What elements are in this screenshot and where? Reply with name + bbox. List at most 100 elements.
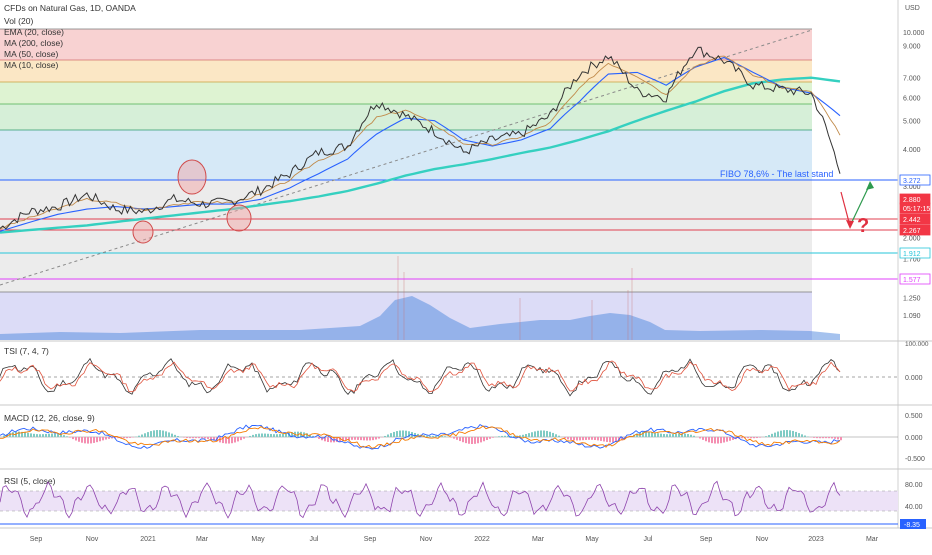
macd-bar bbox=[138, 436, 140, 437]
macd-bar bbox=[243, 437, 245, 439]
macd-bar bbox=[480, 437, 482, 442]
fibo-annotation: FIBO 78,6% - The last stand bbox=[720, 169, 833, 179]
question-mark: ? bbox=[857, 215, 869, 237]
macd-bar bbox=[576, 437, 578, 440]
macd-bar bbox=[42, 434, 44, 437]
macd-bar bbox=[663, 434, 665, 437]
macd-bar bbox=[813, 437, 815, 438]
svg-text:2.442: 2.442 bbox=[903, 217, 921, 224]
legend-ma200[interactable]: MA (200, close) bbox=[4, 38, 63, 48]
tsi-title: TSI (7, 4, 7) bbox=[4, 346, 49, 356]
rsi-tick: 40.00 bbox=[905, 504, 923, 511]
price-badge: 2.442 bbox=[900, 214, 930, 224]
macd-bar bbox=[741, 437, 743, 438]
legend-vol[interactable]: Vol (20) bbox=[4, 16, 33, 26]
macd-bar bbox=[552, 433, 554, 437]
price-tick: 6.000 bbox=[903, 95, 921, 102]
rsi-pane[interactable]: RSI (5, close) 80.00 40.00 -8.35 bbox=[0, 476, 926, 529]
fib-zone-blue bbox=[0, 130, 812, 180]
price-badge: 2.880 bbox=[900, 194, 930, 204]
macd-tick: -0.500 bbox=[905, 456, 925, 463]
price-tick: 7.000 bbox=[903, 76, 921, 83]
time-tick: Jul bbox=[644, 536, 653, 543]
macd-bar bbox=[276, 434, 278, 437]
macd-bar bbox=[186, 437, 188, 438]
macd-bar bbox=[387, 435, 389, 437]
macd-pane[interactable]: MACD (12, 26, close, 9) 0.500 0.000 -0.5… bbox=[0, 413, 925, 463]
macd-bar bbox=[84, 437, 86, 443]
macd-bar bbox=[501, 436, 503, 437]
macd-bar bbox=[159, 430, 161, 437]
svg-text:05:17:15: 05:17:15 bbox=[903, 206, 930, 213]
macd-bar bbox=[123, 437, 125, 438]
macd-bar bbox=[192, 437, 194, 438]
macd-bar bbox=[600, 437, 602, 441]
macd-bar bbox=[483, 437, 485, 441]
macd-bar bbox=[129, 437, 131, 438]
circle-marker bbox=[178, 160, 206, 194]
macd-bar bbox=[534, 431, 536, 437]
macd-bar bbox=[426, 436, 428, 437]
fib-zone-gray bbox=[0, 180, 812, 292]
macd-bar bbox=[612, 437, 614, 442]
macd-bar bbox=[102, 437, 104, 440]
legend-ma10[interactable]: MA (10, close) bbox=[4, 60, 58, 70]
tsi-signal-line[interactable] bbox=[0, 361, 840, 392]
legend-title: CFDs on Natural Gas, 1D, OANDA bbox=[4, 3, 136, 13]
macd-bar bbox=[705, 437, 707, 441]
macd-bar bbox=[405, 431, 407, 437]
macd-bar bbox=[771, 434, 773, 437]
time-tick: 2023 bbox=[808, 536, 824, 543]
macd-bar bbox=[165, 431, 167, 437]
macd-bar bbox=[825, 437, 827, 438]
macd-bar bbox=[690, 435, 692, 437]
macd-bar bbox=[147, 432, 149, 437]
fib-zone-green-2 bbox=[0, 104, 812, 130]
macd-bar bbox=[198, 437, 200, 438]
macd-bar bbox=[189, 437, 191, 438]
macd-bar bbox=[747, 437, 749, 438]
macd-bar bbox=[318, 437, 320, 439]
circle-marker bbox=[133, 221, 153, 243]
macd-bar bbox=[693, 436, 695, 437]
legend-ma50[interactable]: MA (50, close) bbox=[4, 49, 58, 59]
macd-bar bbox=[585, 437, 587, 440]
macd-bar bbox=[267, 434, 269, 437]
legend-ema20[interactable]: EMA (20, close) bbox=[4, 27, 64, 37]
macd-bar bbox=[390, 433, 392, 437]
macd-bar bbox=[816, 437, 818, 438]
macd-bar bbox=[489, 437, 491, 439]
macd-bar bbox=[429, 436, 431, 437]
macd-bar bbox=[468, 437, 470, 444]
time-tick: Mar bbox=[866, 536, 879, 543]
macd-bar bbox=[840, 437, 842, 440]
macd-bar bbox=[837, 437, 839, 439]
macd-bar bbox=[801, 434, 803, 437]
macd-bar bbox=[498, 436, 500, 437]
macd-bar bbox=[726, 437, 728, 442]
macd-bar bbox=[471, 437, 473, 444]
svg-text:3.272: 3.272 bbox=[903, 178, 921, 185]
macd-bar bbox=[18, 432, 20, 437]
macd-bar bbox=[258, 434, 260, 437]
macd-bar bbox=[477, 437, 479, 443]
tsi-pane[interactable]: TSI (7, 4, 7) 100.000 0.000 bbox=[0, 341, 929, 396]
macd-bar bbox=[831, 437, 833, 438]
macd-bar bbox=[510, 436, 512, 437]
macd-bar bbox=[372, 437, 374, 440]
macd-bar bbox=[558, 436, 560, 437]
svg-text:1.912: 1.912 bbox=[903, 251, 921, 258]
macd-bar bbox=[126, 437, 128, 438]
macd-bar bbox=[546, 431, 548, 437]
macd-bar bbox=[672, 434, 674, 437]
time-tick: 2022 bbox=[474, 536, 490, 543]
macd-bar bbox=[78, 437, 80, 442]
macd-bar bbox=[462, 437, 464, 442]
macd-bar bbox=[819, 437, 821, 438]
macd-bar bbox=[282, 434, 284, 437]
macd-bar bbox=[459, 437, 461, 441]
macd-bar bbox=[645, 432, 647, 437]
